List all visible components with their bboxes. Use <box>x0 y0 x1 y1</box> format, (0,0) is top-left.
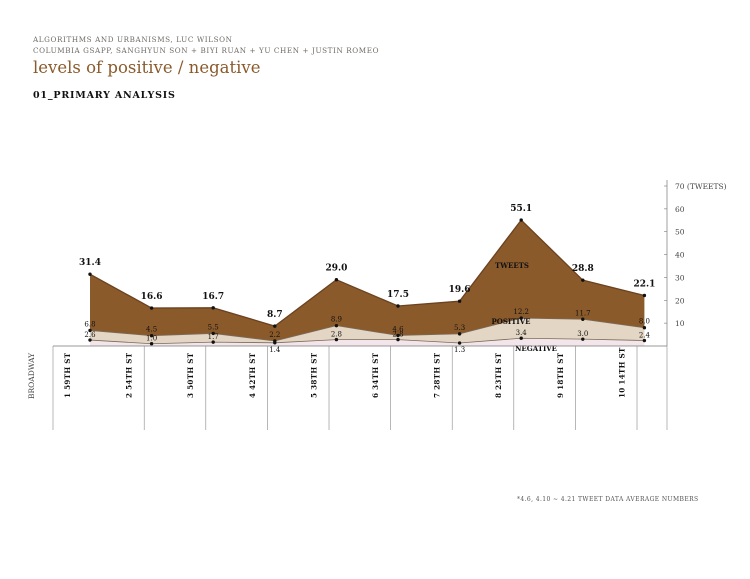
negative-value-label: 2.8 <box>392 331 403 339</box>
data-point-negative <box>519 336 523 340</box>
data-point-negative <box>88 338 92 342</box>
data-point-tweets <box>88 272 92 276</box>
footnote: *4.6, 4.10 ~ 4.21 tweet data average num… <box>517 496 699 503</box>
y-axis-tick-label: 30 <box>675 273 685 282</box>
y-axis-tick-label: 10 <box>675 319 685 328</box>
series-label-positive: POSITIVE <box>492 317 531 326</box>
data-point-tweets <box>581 278 585 282</box>
station-label: 5 38th St <box>309 352 318 398</box>
data-point-positive <box>581 317 585 321</box>
data-point-positive <box>88 328 92 333</box>
station-label: 9 18th St <box>556 352 565 398</box>
positive-value-label: 8.9 <box>331 316 342 324</box>
data-point-positive <box>334 323 339 328</box>
data-point-negative <box>273 341 277 345</box>
station-label: 4 42th St <box>248 352 257 398</box>
positive-value-label: 5.3 <box>454 324 465 332</box>
header-credit-line-2: Columbia GSAPP, Sanghyun Son + Biyi Ruan… <box>33 46 380 55</box>
station-label: 2 54th St <box>125 352 134 398</box>
positive-value-label: 12.2 <box>513 308 529 316</box>
y-axis-tick-label: 70 (TWEETS) <box>675 182 727 191</box>
tweets-value-label: 16.6 <box>141 292 163 302</box>
data-point-tweets <box>149 306 154 310</box>
negative-value-label: 3.0 <box>577 330 588 338</box>
data-point-tweets <box>273 324 277 328</box>
negative-value-label: 1.0 <box>146 335 157 343</box>
section-subtitle: 01_PRIMARY ANALYSIS <box>33 90 176 101</box>
series-label-negative: NEGATIVE <box>515 344 557 353</box>
data-point-negative <box>642 338 647 343</box>
station-label: 6 34th St <box>371 352 380 398</box>
negative-value-label: 1.4 <box>269 346 281 354</box>
data-point-negative <box>457 341 462 345</box>
tweets-value-label: 22.1 <box>633 279 655 289</box>
positive-value-label: 11.7 <box>575 309 591 317</box>
station-label: 1 59th St <box>63 352 72 398</box>
tweets-value-label: 19.6 <box>449 285 471 295</box>
station-label: 8 23th St <box>494 352 503 398</box>
negative-value-label: 1.7 <box>208 333 219 341</box>
x-axis-title: BROADWAY <box>27 352 36 399</box>
positive-value-label: 2.2 <box>269 331 280 339</box>
tweets-value-label: 8.7 <box>267 310 283 320</box>
positive-value-label: 6.8 <box>84 320 95 328</box>
data-point-negative <box>396 337 400 342</box>
page-title: levels of positive / negative <box>33 58 261 77</box>
positive-value-label: 4.5 <box>146 326 157 334</box>
data-point-tweets <box>642 293 647 298</box>
data-point-negative <box>334 337 339 342</box>
series-label-tweets: TWEETS <box>495 261 529 270</box>
station-label: 7 28th St <box>433 352 442 398</box>
tweets-value-label: 17.5 <box>387 290 409 300</box>
negative-value-label: 2.8 <box>331 331 342 339</box>
data-point-tweets <box>211 306 215 310</box>
tweets-value-label: 29.0 <box>325 264 347 274</box>
tweets-value-label: 31.4 <box>79 258 101 268</box>
data-point-tweets <box>396 304 400 308</box>
y-axis-tick-label: 20 <box>675 296 685 305</box>
data-point-negative <box>211 340 215 344</box>
data-point-positive <box>642 326 647 330</box>
data-point-tweets <box>457 299 462 303</box>
tweets-value-label: 16.7 <box>202 292 224 302</box>
data-point-tweets <box>519 218 523 222</box>
data-point-negative <box>149 342 154 346</box>
data-point-positive <box>457 332 462 336</box>
positive-value-label: 5.5 <box>208 323 219 331</box>
tweets-value-label: 28.8 <box>572 264 594 274</box>
header-credit-line-1: Algorithms and Urbanisms, Luc Wilson <box>33 35 233 44</box>
station-label: 3 50th St <box>186 352 195 398</box>
data-point-positive <box>149 334 154 338</box>
negative-value-label: 2.6 <box>84 331 96 339</box>
negative-area <box>90 338 645 346</box>
y-axis-tick-label: 60 <box>675 205 685 214</box>
negative-value-label: 3.4 <box>516 329 528 337</box>
series-line-positive <box>89 317 645 342</box>
negative-value-label: 1.3 <box>454 346 465 354</box>
data-point-positive <box>211 331 215 336</box>
negative-value-label: 2.4 <box>639 332 651 340</box>
y-axis-tick-label: 50 <box>675 228 685 237</box>
series-line-negative <box>89 337 645 345</box>
positive-value-label: 8.0 <box>639 318 650 326</box>
tweets-value-label: 55.1 <box>510 204 532 214</box>
data-point-positive <box>519 316 523 320</box>
positive-value-label: 4.6 <box>392 325 404 333</box>
series-line-tweets <box>89 219 645 327</box>
data-point-positive <box>396 333 400 338</box>
tweets-area <box>90 220 645 341</box>
data-point-tweets <box>334 278 339 282</box>
y-axis-tick-label: 40 <box>675 251 685 260</box>
station-label: 10 14th St <box>617 347 626 398</box>
data-point-negative <box>581 337 585 341</box>
